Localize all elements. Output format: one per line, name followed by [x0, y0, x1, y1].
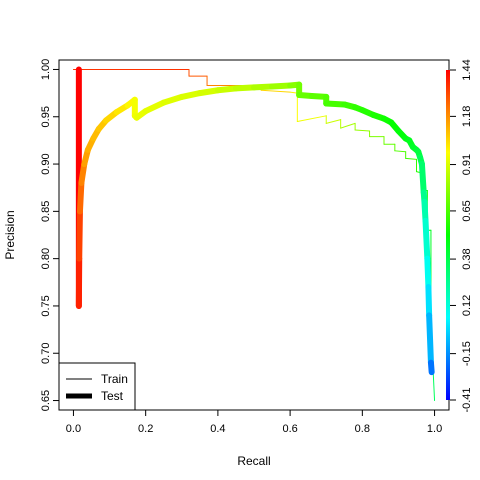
y-tick-label: 0.75 — [40, 295, 52, 316]
colorbar-tick-label: 0.91 — [461, 154, 473, 175]
series-layer — [72, 66, 436, 402]
train-segment — [394, 150, 407, 153]
test-segment — [323, 100, 348, 108]
test-segment — [142, 99, 167, 115]
test-segment — [76, 179, 85, 215]
y-tick-label: 0.95 — [40, 106, 52, 127]
y-tick-label: 0.85 — [40, 201, 52, 222]
colorbar-tick-label: 0.12 — [461, 295, 473, 316]
colorbar-tick-label: -0.15 — [461, 341, 473, 366]
train-segment — [325, 119, 342, 124]
test-segment — [232, 84, 257, 92]
test-segment — [251, 83, 276, 91]
test-segment — [196, 87, 221, 97]
test-segment — [427, 359, 435, 376]
legend-train-label: Train — [101, 372, 128, 386]
test-segment — [76, 208, 83, 262]
train-segment — [296, 115, 327, 122]
legend-test-label: Test — [101, 389, 124, 403]
legend-box — [58, 362, 136, 411]
colorbar-tick-label: 0.65 — [461, 200, 473, 221]
test-segment — [269, 82, 294, 90]
test-segment — [422, 217, 431, 262]
x-tick-label: 1.0 — [427, 423, 442, 435]
train-segment — [289, 91, 298, 94]
y-tick-label: 0.70 — [40, 343, 52, 364]
y-axis: 0.65 0.70 0.75 0.80 0.85 0.90 0.95 1.00 — [40, 59, 59, 411]
test-segment — [425, 284, 433, 319]
x-axis: 0.0 0.2 0.4 0.6 0.8 1.0 — [66, 410, 442, 435]
x-axis-title: Recall — [237, 454, 270, 468]
train-segment — [340, 122, 356, 129]
colorbar-tick-label: 1.18 — [461, 106, 473, 127]
test-segment — [424, 255, 432, 291]
y-tick-label: 0.80 — [40, 248, 52, 269]
y-tick-label: 0.90 — [40, 153, 52, 174]
colorbar-tick-label: 0.38 — [461, 248, 473, 269]
x-tick-label: 0.6 — [282, 423, 297, 435]
legend: Train Test — [58, 362, 136, 411]
train-segment — [354, 129, 371, 132]
x-tick-label: 0.0 — [66, 423, 81, 435]
test-segment — [418, 161, 427, 196]
test-segment — [421, 198, 429, 224]
test-segment — [214, 85, 239, 94]
test-segment — [178, 90, 203, 100]
colorbar-axis: 1.44 1.18 0.91 0.65 0.38 0.12 -0.15 -0.41 — [450, 59, 473, 413]
test-segment — [160, 93, 185, 106]
colorbar-tick-label: 1.44 — [461, 59, 473, 80]
x-tick-label: 0.4 — [210, 423, 225, 435]
x-tick-label: 0.2 — [138, 423, 153, 435]
train-segment — [405, 157, 417, 160]
train-segment — [260, 89, 291, 93]
y-axis-title: Precision — [3, 210, 17, 259]
y-tick-label: 1.00 — [40, 59, 52, 80]
test-segment — [426, 312, 434, 366]
y-tick-label: 0.65 — [40, 390, 52, 411]
colorbar — [446, 70, 450, 400]
colorbar-tick-label: -0.41 — [461, 387, 473, 412]
test-segment — [78, 161, 88, 186]
x-tick-label: 0.8 — [355, 423, 370, 435]
